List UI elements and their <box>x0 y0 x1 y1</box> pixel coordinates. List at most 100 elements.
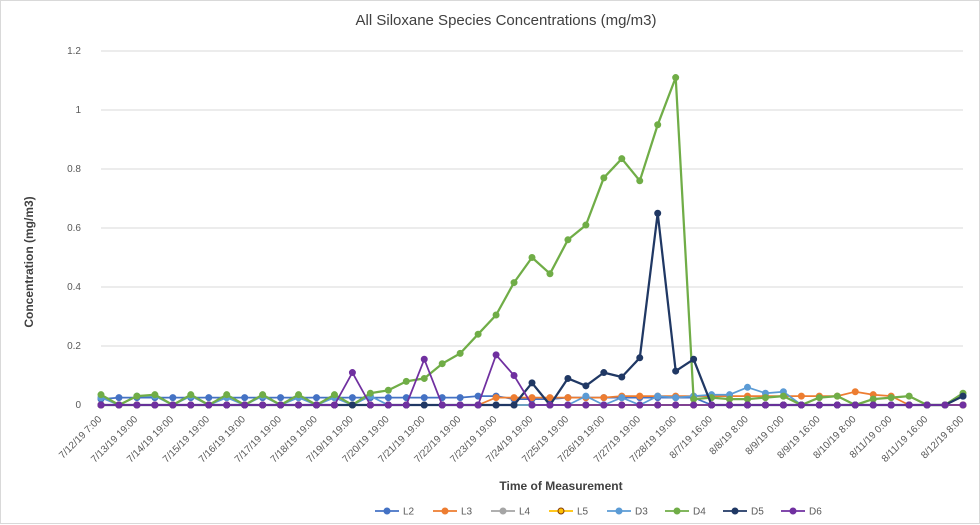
data-point-l3 <box>510 394 518 402</box>
y-tick-label: 0.2 <box>67 341 81 352</box>
data-point-d4 <box>438 360 446 368</box>
data-point-d5 <box>348 401 356 409</box>
data-point-d6 <box>313 401 320 409</box>
data-point-d4 <box>815 394 823 402</box>
y-tick-label: 0.6 <box>67 223 81 234</box>
series-line-d4 <box>100 76 964 407</box>
data-point-d4 <box>546 270 554 278</box>
y-tick-labels: 0 0.2 0.4 0.6 0.8 1 1.2 <box>67 46 81 411</box>
data-point-d4 <box>887 394 895 402</box>
data-point-d5 <box>618 373 626 381</box>
data-point-l3 <box>546 394 554 402</box>
series-d4 <box>97 74 967 409</box>
series-line-d5 <box>101 212 964 407</box>
legend-marker-l5 <box>557 507 565 515</box>
data-point-d6 <box>384 401 392 409</box>
legend-item-l5: L5 <box>549 507 589 518</box>
data-point-d5 <box>510 401 518 409</box>
data-point-d6 <box>205 401 213 409</box>
data-point-d3 <box>672 394 680 402</box>
legend-label-d6: D6 <box>809 507 822 518</box>
data-point-d4 <box>223 391 231 399</box>
data-point-d6 <box>869 401 877 409</box>
legend-label-d4: D4 <box>693 507 706 518</box>
data-point-d6 <box>744 401 751 409</box>
data-point-d4 <box>97 391 105 399</box>
data-point-d5 <box>564 374 572 382</box>
data-point-d4 <box>474 330 482 338</box>
data-point-d6 <box>348 369 356 377</box>
data-point-d6 <box>546 401 554 409</box>
data-point-d6 <box>528 401 536 409</box>
data-point-d5 <box>654 209 662 217</box>
legend-item-d4: D4 <box>665 507 706 518</box>
y-tick-label: 1 <box>75 105 81 116</box>
x-axis-title: Time of Measurement <box>499 479 622 493</box>
data-point-d5 <box>528 379 536 387</box>
data-point-d5 <box>582 382 590 390</box>
x-tick-labels: 7/12/19 7:007/13/19 19:007/14/19 19:007/… <box>57 414 966 465</box>
data-point-d6 <box>815 401 823 409</box>
data-point-l3 <box>636 392 644 400</box>
data-point-d6 <box>672 401 680 409</box>
data-point-d6 <box>726 401 734 409</box>
data-point-d4 <box>259 391 267 399</box>
data-point-d4 <box>384 386 392 394</box>
data-point-d5 <box>636 354 644 362</box>
data-point-l2 <box>277 394 285 402</box>
data-point-d6 <box>618 401 626 409</box>
data-point-d6 <box>115 401 123 409</box>
data-point-d6 <box>366 401 374 409</box>
data-point-d6 <box>690 401 698 409</box>
data-point-d4 <box>456 349 464 357</box>
data-point-d4 <box>295 391 303 399</box>
gridlines <box>101 50 963 406</box>
data-point-d6 <box>851 401 859 409</box>
data-point-l3 <box>492 394 500 402</box>
data-point-d6 <box>456 401 464 409</box>
legend-label-l3: L3 <box>461 507 473 518</box>
data-point-d5 <box>672 367 680 375</box>
data-point-d4 <box>528 254 536 261</box>
data-point-d4 <box>133 392 141 400</box>
data-point-d6 <box>492 351 500 359</box>
data-point-d6 <box>402 401 410 409</box>
legend-item-l4: L4 <box>491 507 531 518</box>
data-point-d6 <box>959 401 967 409</box>
legend-item-l2: L2 <box>375 507 415 518</box>
y-tick-label: 0.4 <box>67 282 81 293</box>
legend-label-d3: D3 <box>635 507 648 518</box>
data-point-d6 <box>241 401 249 409</box>
data-point-d5 <box>959 392 967 400</box>
data-point-l3 <box>851 388 859 396</box>
data-point-d4 <box>761 394 769 402</box>
legend-item-d5: D5 <box>723 507 764 518</box>
legend-marker-d3 <box>615 507 623 515</box>
data-point-l2 <box>205 394 213 402</box>
data-point-d6 <box>923 401 931 409</box>
data-point-d6 <box>474 401 482 409</box>
y-tick-label: 1.2 <box>67 46 81 57</box>
data-point-d6 <box>600 401 608 409</box>
data-point-l2 <box>384 394 392 402</box>
data-point-l2 <box>241 394 249 402</box>
data-point-d4 <box>366 389 374 397</box>
data-point-d6 <box>708 401 716 409</box>
data-point-l3 <box>797 392 805 400</box>
data-point-d4 <box>510 279 518 287</box>
data-point-d6 <box>887 401 895 409</box>
legend-label-l2: L2 <box>403 507 415 518</box>
data-point-d6 <box>510 372 518 379</box>
legend-item-d3: D3 <box>607 507 648 518</box>
legend-marker-l2 <box>383 507 391 515</box>
data-point-d4 <box>636 177 644 185</box>
legend-item-d6: D6 <box>781 507 822 518</box>
data-point-d4 <box>600 174 608 182</box>
legend-label-l5: L5 <box>577 507 589 518</box>
data-point-d5 <box>420 401 428 409</box>
data-point-d4 <box>869 395 877 403</box>
legend-marker-d6 <box>789 507 797 515</box>
legend-marker-l4 <box>499 507 507 515</box>
